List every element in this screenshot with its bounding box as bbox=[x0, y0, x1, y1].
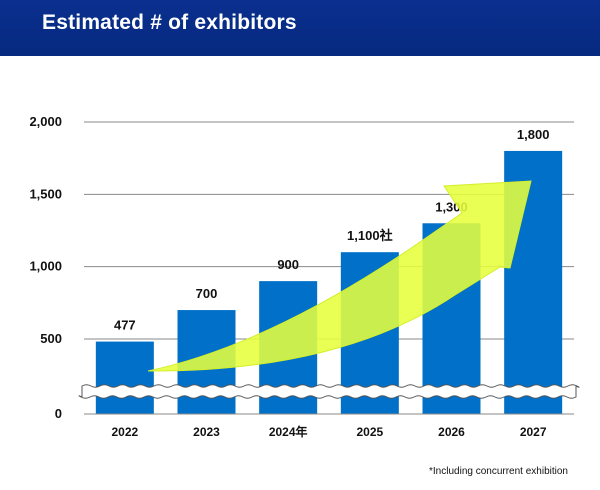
x-tick-label: 2026 bbox=[438, 425, 465, 439]
y-tick-label: 2,000 bbox=[29, 114, 62, 129]
y-tick-label: 0 bbox=[55, 406, 62, 421]
axis-break-marker bbox=[79, 385, 579, 399]
x-tick-label: 2022 bbox=[111, 425, 138, 439]
data-label: 900 bbox=[277, 257, 299, 272]
footnote: *Including concurrent exhibition bbox=[429, 466, 568, 477]
bar bbox=[96, 342, 154, 414]
x-tick-label: 2025 bbox=[356, 425, 383, 439]
data-label: 1,100社 bbox=[347, 228, 393, 243]
data-label: 1,800 bbox=[517, 127, 550, 142]
x-tick-label: 2023 bbox=[193, 425, 220, 439]
y-tick-label: 1,000 bbox=[29, 259, 62, 274]
x-tick-label: 2027 bbox=[520, 425, 547, 439]
data-label: 700 bbox=[196, 286, 218, 301]
bar-chart: 0 500 1,000 1,500 2,000 477 2022 700 2023 900 2024… bbox=[0, 0, 600, 490]
data-label: 477 bbox=[114, 318, 136, 333]
y-tick-label: 1,500 bbox=[29, 186, 62, 201]
x-tick-label: 2024年 bbox=[269, 424, 308, 439]
y-tick-label: 500 bbox=[40, 331, 62, 346]
